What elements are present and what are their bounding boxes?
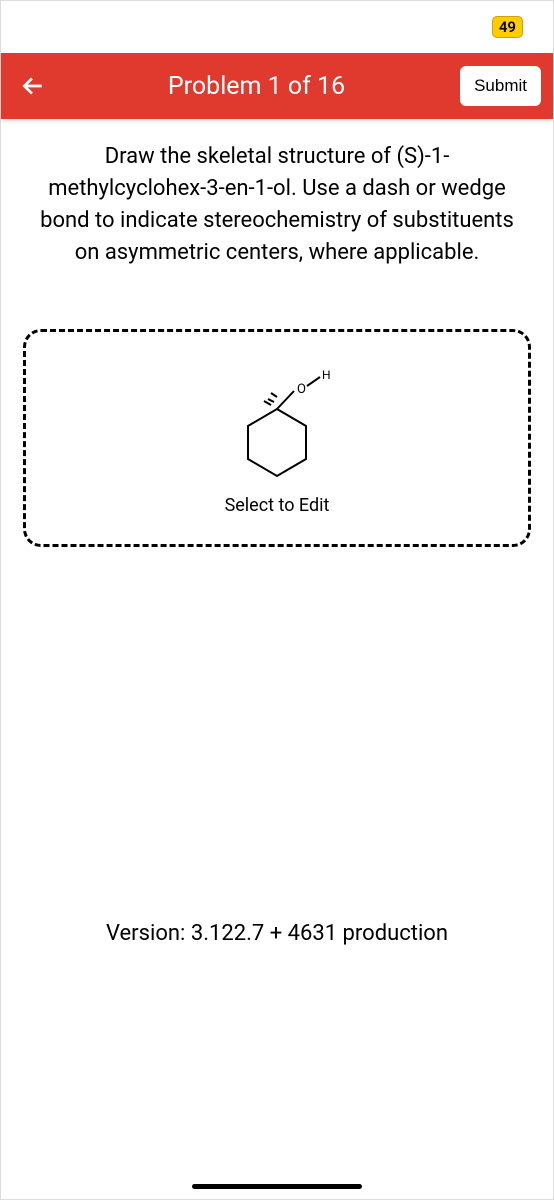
- header-bar: Problem 1 of 16 Submit: [1, 53, 553, 119]
- version-text: Version: 3.122.7 + 4631 production: [1, 921, 553, 946]
- problem-title: Problem 1 of 16: [53, 72, 460, 101]
- oxygen-label: O: [297, 382, 306, 397]
- drawing-area[interactable]: O H Select to Edit: [23, 329, 531, 547]
- submit-button[interactable]: Submit: [460, 66, 541, 106]
- back-arrow-icon: [20, 73, 46, 99]
- molecule-structure: O H: [212, 359, 342, 489]
- problem-text: Draw the skeletal structure of (S)-1-met…: [1, 119, 553, 269]
- hydrogen-label: H: [322, 368, 331, 382]
- status-bar: 49: [1, 1, 553, 53]
- home-indicator[interactable]: [192, 1184, 362, 1189]
- back-button[interactable]: [13, 66, 53, 106]
- select-to-edit-label: Select to Edit: [225, 495, 330, 516]
- battery-badge: 49: [492, 16, 523, 38]
